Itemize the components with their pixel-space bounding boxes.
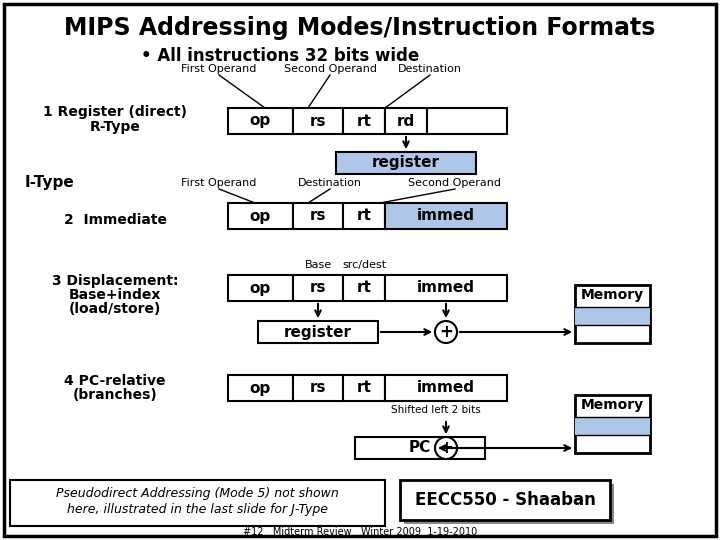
Text: rt: rt <box>356 280 372 295</box>
Text: PC: PC <box>409 441 431 456</box>
Text: op: op <box>250 381 271 395</box>
Bar <box>336 152 476 174</box>
Bar <box>228 203 293 229</box>
Text: Second Operand: Second Operand <box>408 178 502 188</box>
Bar <box>427 108 507 134</box>
Text: (load/store): (load/store) <box>69 302 161 316</box>
Text: Memory: Memory <box>581 288 644 302</box>
Bar <box>385 203 507 229</box>
Text: R-Type: R-Type <box>89 120 140 134</box>
Text: register: register <box>372 156 440 171</box>
Text: op: op <box>250 208 271 224</box>
Text: • All instructions 32 bits wide: • All instructions 32 bits wide <box>141 47 419 65</box>
Text: First Operand: First Operand <box>181 64 257 74</box>
Bar <box>343 203 385 229</box>
Bar <box>575 285 650 343</box>
Text: rd: rd <box>397 113 415 129</box>
Text: Destination: Destination <box>398 64 462 74</box>
Bar <box>228 375 293 401</box>
Bar <box>343 108 385 134</box>
Text: immed: immed <box>417 280 475 295</box>
Text: Second Operand: Second Operand <box>284 64 377 74</box>
Bar <box>293 108 343 134</box>
Bar <box>400 480 610 520</box>
Text: I-Type: I-Type <box>25 176 75 191</box>
Text: EECC550 - Shaaban: EECC550 - Shaaban <box>415 491 595 509</box>
Text: register: register <box>284 325 352 340</box>
Text: 1 Register (direct): 1 Register (direct) <box>43 105 187 119</box>
Text: Base+index: Base+index <box>69 288 161 302</box>
Text: Shifted left 2 bits: Shifted left 2 bits <box>391 405 481 415</box>
Text: op: op <box>250 280 271 295</box>
Bar <box>385 275 507 301</box>
Bar <box>228 108 293 134</box>
Bar <box>385 108 427 134</box>
Bar <box>575 395 650 453</box>
Bar <box>293 375 343 401</box>
Bar <box>355 437 485 459</box>
Text: rs: rs <box>310 381 326 395</box>
Text: op: op <box>250 113 271 129</box>
Text: rt: rt <box>356 113 372 129</box>
Text: immed: immed <box>417 208 475 224</box>
Bar <box>293 275 343 301</box>
Bar <box>293 203 343 229</box>
Text: here, illustrated in the last slide for J-Type: here, illustrated in the last slide for … <box>67 503 328 516</box>
Text: #12   Midterm Review   Winter 2009  1-19-2010: #12 Midterm Review Winter 2009 1-19-2010 <box>243 527 477 537</box>
Text: 4 PC-relative: 4 PC-relative <box>64 374 166 388</box>
Text: (branches): (branches) <box>73 388 158 402</box>
Text: Base: Base <box>305 260 332 270</box>
Text: src/dest: src/dest <box>342 260 386 270</box>
Text: rs: rs <box>310 280 326 295</box>
Circle shape <box>435 437 457 459</box>
Text: rs: rs <box>310 208 326 224</box>
Text: Destination: Destination <box>298 178 362 188</box>
Circle shape <box>435 321 457 343</box>
Bar <box>404 484 614 524</box>
Text: MIPS Addressing Modes/Instruction Formats: MIPS Addressing Modes/Instruction Format… <box>64 16 656 40</box>
Bar <box>385 375 507 401</box>
Text: First Operand: First Operand <box>181 178 257 188</box>
Text: +: + <box>439 323 453 341</box>
Bar <box>343 375 385 401</box>
Bar <box>575 307 650 325</box>
Text: rs: rs <box>310 113 326 129</box>
Text: +: + <box>439 439 453 457</box>
Text: 2  Immediate: 2 Immediate <box>63 213 166 227</box>
Text: rt: rt <box>356 381 372 395</box>
Bar <box>228 275 293 301</box>
Bar <box>258 321 378 343</box>
Bar <box>10 480 385 526</box>
Bar <box>575 417 650 435</box>
Text: immed: immed <box>417 381 475 395</box>
Text: Memory: Memory <box>581 398 644 412</box>
Text: Pseudodirect Addressing (Mode 5) not shown: Pseudodirect Addressing (Mode 5) not sho… <box>56 487 339 500</box>
Text: rt: rt <box>356 208 372 224</box>
Text: 3 Displacement:: 3 Displacement: <box>52 274 179 288</box>
Bar <box>343 275 385 301</box>
